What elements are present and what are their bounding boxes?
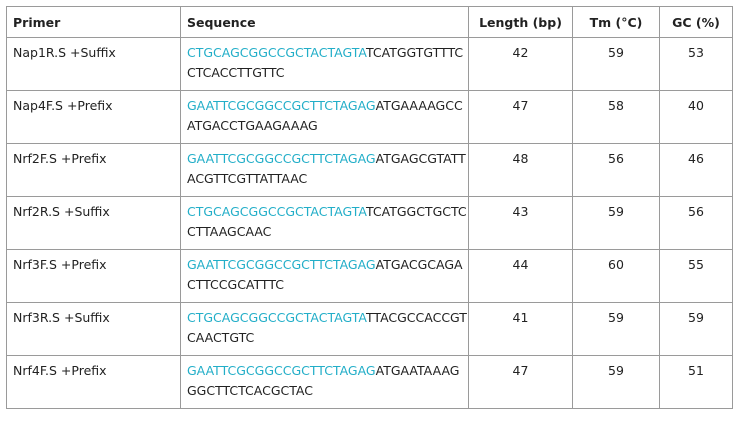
gc-value: 55 <box>659 249 733 303</box>
sequence-cell: GAATTCGCGGCCGCTTCTAGAGATGACGCAGACTTCCGCA… <box>180 249 469 303</box>
sequence-cell: CTGCAGCGGCCGCTACTAGTATCATGGCTGCTCCTTAAGC… <box>180 196 469 250</box>
table-row: Nrf3R.S +Suffix CTGCAGCGGCCGCTACTAGTATTA… <box>6 302 733 356</box>
table-row: Nap4F.S +Prefix GAATTCGCGGCCGCTTCTAGAGAT… <box>6 90 733 144</box>
gc-value: 59 <box>659 302 733 356</box>
sequence-text: CTGCAGCGGCCGCTACTAGTATCATGGCTGCTCCTTAAGC… <box>187 202 468 242</box>
primer-name: Nap1R.S +Suffix <box>6 37 181 91</box>
sequence-tag: GAATTCGCGGCCGCTTCTAGAG <box>187 257 376 272</box>
length-value: 44 <box>468 249 573 303</box>
gc-value: 40 <box>659 90 733 144</box>
header-gc: GC (%) <box>659 6 733 38</box>
header-length: Length (bp) <box>468 6 573 38</box>
primer-table: Primer Sequence Length (bp) Tm (°C) GC (… <box>6 6 733 409</box>
sequence-body: TTACGCCACCGTCAACTGTC <box>187 310 467 345</box>
sequence-cell: GAATTCGCGGCCGCTTCTAGAGATGAGCGTATTACGTTCG… <box>180 143 469 197</box>
length-value: 47 <box>468 355 573 409</box>
sequence-body: ATGAAAAGCCATGACCTGAAGAAAG <box>187 98 463 133</box>
tm-value: 59 <box>572 302 660 356</box>
sequence-text: CTGCAGCGGCCGCTACTAGTATCATGGTGTTTCCTCACCT… <box>187 43 468 83</box>
sequence-cell: GAATTCGCGGCCGCTTCTAGAGATGAAAAGCCATGACCTG… <box>180 90 469 144</box>
sequence-body: TCATGGCTGCTCCTTAAGCAAC <box>187 204 467 239</box>
gc-value: 53 <box>659 37 733 91</box>
sequence-cell: CTGCAGCGGCCGCTACTAGTATTACGCCACCGTCAACTGT… <box>180 302 469 356</box>
tm-value: 59 <box>572 196 660 250</box>
table-row: Nrf3F.S +Prefix GAATTCGCGGCCGCTTCTAGAGAT… <box>6 249 733 303</box>
sequence-tag: GAATTCGCGGCCGCTTCTAGAG <box>187 98 376 113</box>
sequence-cell: GAATTCGCGGCCGCTTCTAGAGATGAATAAAGGGCTTCTC… <box>180 355 469 409</box>
sequence-tag: CTGCAGCGGCCGCTACTAGTA <box>187 310 366 325</box>
tm-value: 60 <box>572 249 660 303</box>
sequence-text: GAATTCGCGGCCGCTTCTAGAGATGAATAAAGGGCTTCTC… <box>187 361 468 401</box>
primer-name: Nrf2R.S +Suffix <box>6 196 181 250</box>
sequence-body: TCATGGTGTTTCCTCACCTTGTTC <box>187 45 464 80</box>
sequence-text: GAATTCGCGGCCGCTTCTAGAGATGAAAAGCCATGACCTG… <box>187 96 468 136</box>
table-row: Nrf4F.S +Prefix GAATTCGCGGCCGCTTCTAGAGAT… <box>6 355 733 409</box>
sequence-body: ATGAATAAAGGGCTTCTCACGCTAC <box>187 363 460 398</box>
header-tm: Tm (°C) <box>572 6 660 38</box>
length-value: 47 <box>468 90 573 144</box>
header-primer: Primer <box>6 6 181 38</box>
table-row: Nrf2F.S +Prefix GAATTCGCGGCCGCTTCTAGAGAT… <box>6 143 733 197</box>
primer-name: Nrf3F.S +Prefix <box>6 249 181 303</box>
sequence-tag: GAATTCGCGGCCGCTTCTAGAG <box>187 363 376 378</box>
length-value: 48 <box>468 143 573 197</box>
sequence-tag: GAATTCGCGGCCGCTTCTAGAG <box>187 151 376 166</box>
sequence-body: ATGAGCGTATTACGTTCGTTATTAAC <box>187 151 466 186</box>
table-row: Nap1R.S +Suffix CTGCAGCGGCCGCTACTAGTATCA… <box>6 37 733 91</box>
sequence-text: GAATTCGCGGCCGCTTCTAGAGATGAGCGTATTACGTTCG… <box>187 149 468 189</box>
sequence-tag: CTGCAGCGGCCGCTACTAGTA <box>187 45 366 60</box>
sequence-cell: CTGCAGCGGCCGCTACTAGTATCATGGTGTTTCCTCACCT… <box>180 37 469 91</box>
gc-value: 51 <box>659 355 733 409</box>
sequence-body: ATGACGCAGACTTCCGCATTTC <box>187 257 463 292</box>
gc-value: 56 <box>659 196 733 250</box>
gc-value: 46 <box>659 143 733 197</box>
sequence-text: GAATTCGCGGCCGCTTCTAGAGATGACGCAGACTTCCGCA… <box>187 255 468 295</box>
length-value: 43 <box>468 196 573 250</box>
sequence-text: CTGCAGCGGCCGCTACTAGTATTACGCCACCGTCAACTGT… <box>187 308 468 348</box>
length-value: 41 <box>468 302 573 356</box>
table-row: Nrf2R.S +Suffix CTGCAGCGGCCGCTACTAGTATCA… <box>6 196 733 250</box>
header-row: Primer Sequence Length (bp) Tm (°C) GC (… <box>6 6 733 38</box>
primer-name: Nrf3R.S +Suffix <box>6 302 181 356</box>
primer-name: Nap4F.S +Prefix <box>6 90 181 144</box>
primer-name: Nrf2F.S +Prefix <box>6 143 181 197</box>
sequence-tag: CTGCAGCGGCCGCTACTAGTA <box>187 204 366 219</box>
header-sequence: Sequence <box>180 6 469 38</box>
tm-value: 56 <box>572 143 660 197</box>
tm-value: 59 <box>572 355 660 409</box>
tm-value: 58 <box>572 90 660 144</box>
tm-value: 59 <box>572 37 660 91</box>
length-value: 42 <box>468 37 573 91</box>
primer-name: Nrf4F.S +Prefix <box>6 355 181 409</box>
